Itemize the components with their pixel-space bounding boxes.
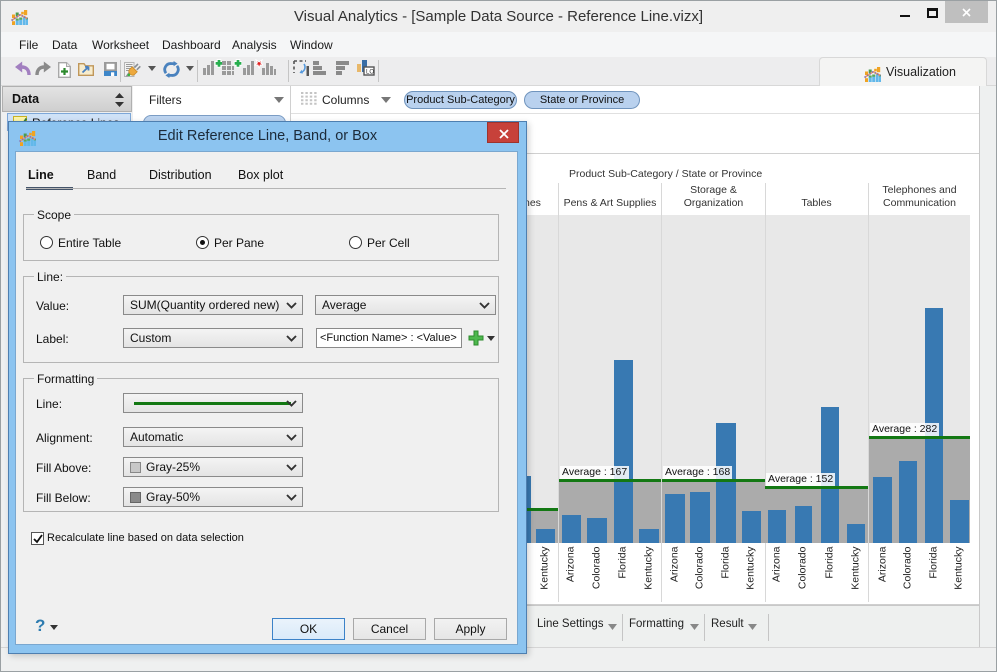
svg-text:LO: LO xyxy=(366,70,374,76)
